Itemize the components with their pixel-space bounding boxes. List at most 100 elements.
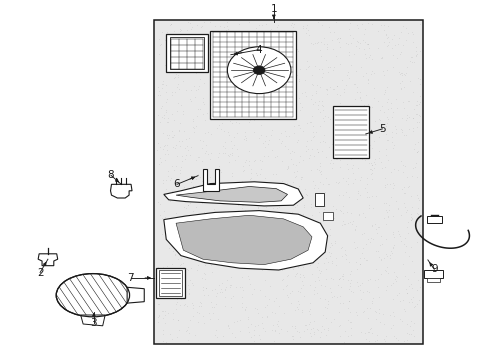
Point [176, 167, 183, 172]
Point [386, 252, 394, 258]
Point [413, 139, 421, 144]
Point [333, 133, 341, 139]
Point [381, 207, 389, 212]
Point [213, 213, 221, 219]
Point [394, 35, 402, 41]
Point [310, 284, 318, 289]
Point [171, 251, 179, 256]
Point [388, 246, 396, 251]
Point [209, 254, 217, 260]
Point [159, 331, 166, 337]
Point [402, 291, 410, 296]
Point [244, 316, 252, 322]
Point [198, 178, 205, 184]
Point [250, 84, 258, 89]
Point [234, 108, 242, 114]
Point [179, 260, 186, 266]
Point [334, 103, 342, 109]
Point [363, 257, 370, 263]
Point [209, 310, 217, 316]
Point [288, 179, 296, 185]
Point [244, 252, 251, 258]
Point [405, 126, 412, 132]
Point [340, 221, 348, 227]
Point [242, 54, 249, 60]
Point [271, 220, 279, 225]
Point [297, 260, 305, 266]
Point [163, 142, 171, 148]
Point [346, 332, 354, 338]
Point [308, 146, 316, 152]
Point [272, 205, 280, 211]
Point [399, 338, 407, 344]
Point [403, 64, 410, 69]
Point [322, 57, 329, 63]
Point [401, 163, 408, 169]
Point [360, 51, 368, 57]
Point [401, 70, 408, 76]
Point [199, 234, 206, 240]
Point [260, 233, 267, 238]
Point [285, 133, 292, 139]
Point [189, 116, 197, 122]
Point [407, 29, 415, 35]
Point [374, 284, 382, 289]
Point [189, 57, 197, 62]
Point [389, 166, 397, 172]
Point [258, 159, 265, 165]
Point [416, 284, 424, 290]
Point [239, 287, 246, 293]
Point [188, 35, 196, 41]
Point [177, 102, 184, 108]
Point [263, 313, 270, 319]
Point [200, 196, 208, 202]
Point [287, 75, 295, 81]
Point [364, 205, 372, 211]
Point [289, 246, 297, 252]
Point [205, 98, 213, 103]
Point [321, 86, 329, 91]
Point [229, 231, 237, 237]
Point [314, 267, 322, 273]
Point [399, 71, 407, 77]
Point [383, 96, 391, 102]
Point [169, 167, 177, 173]
Point [303, 326, 310, 332]
Point [326, 215, 334, 221]
Point [193, 262, 201, 268]
Point [192, 66, 200, 72]
Point [356, 329, 364, 335]
Point [168, 134, 176, 140]
Point [344, 181, 351, 187]
Point [264, 70, 272, 76]
Point [177, 188, 185, 194]
Point [206, 131, 214, 137]
Point [163, 29, 171, 35]
Point [265, 222, 273, 228]
Point [290, 325, 298, 331]
Point [216, 262, 224, 268]
Point [370, 157, 378, 162]
Point [223, 19, 231, 25]
Point [336, 208, 344, 213]
Point [242, 137, 249, 143]
Point [293, 328, 301, 334]
Point [367, 300, 375, 306]
Point [218, 289, 225, 295]
Point [405, 114, 412, 120]
Point [161, 312, 168, 318]
Point [349, 81, 357, 87]
Point [170, 57, 178, 63]
Point [371, 193, 379, 199]
Point [359, 309, 366, 315]
Point [381, 123, 389, 129]
Point [255, 332, 263, 338]
Point [293, 298, 301, 303]
Point [244, 19, 252, 25]
Point [153, 147, 161, 153]
Point [345, 53, 352, 58]
Point [331, 179, 339, 185]
Point [387, 134, 395, 140]
Point [202, 148, 209, 154]
Point [182, 249, 190, 255]
